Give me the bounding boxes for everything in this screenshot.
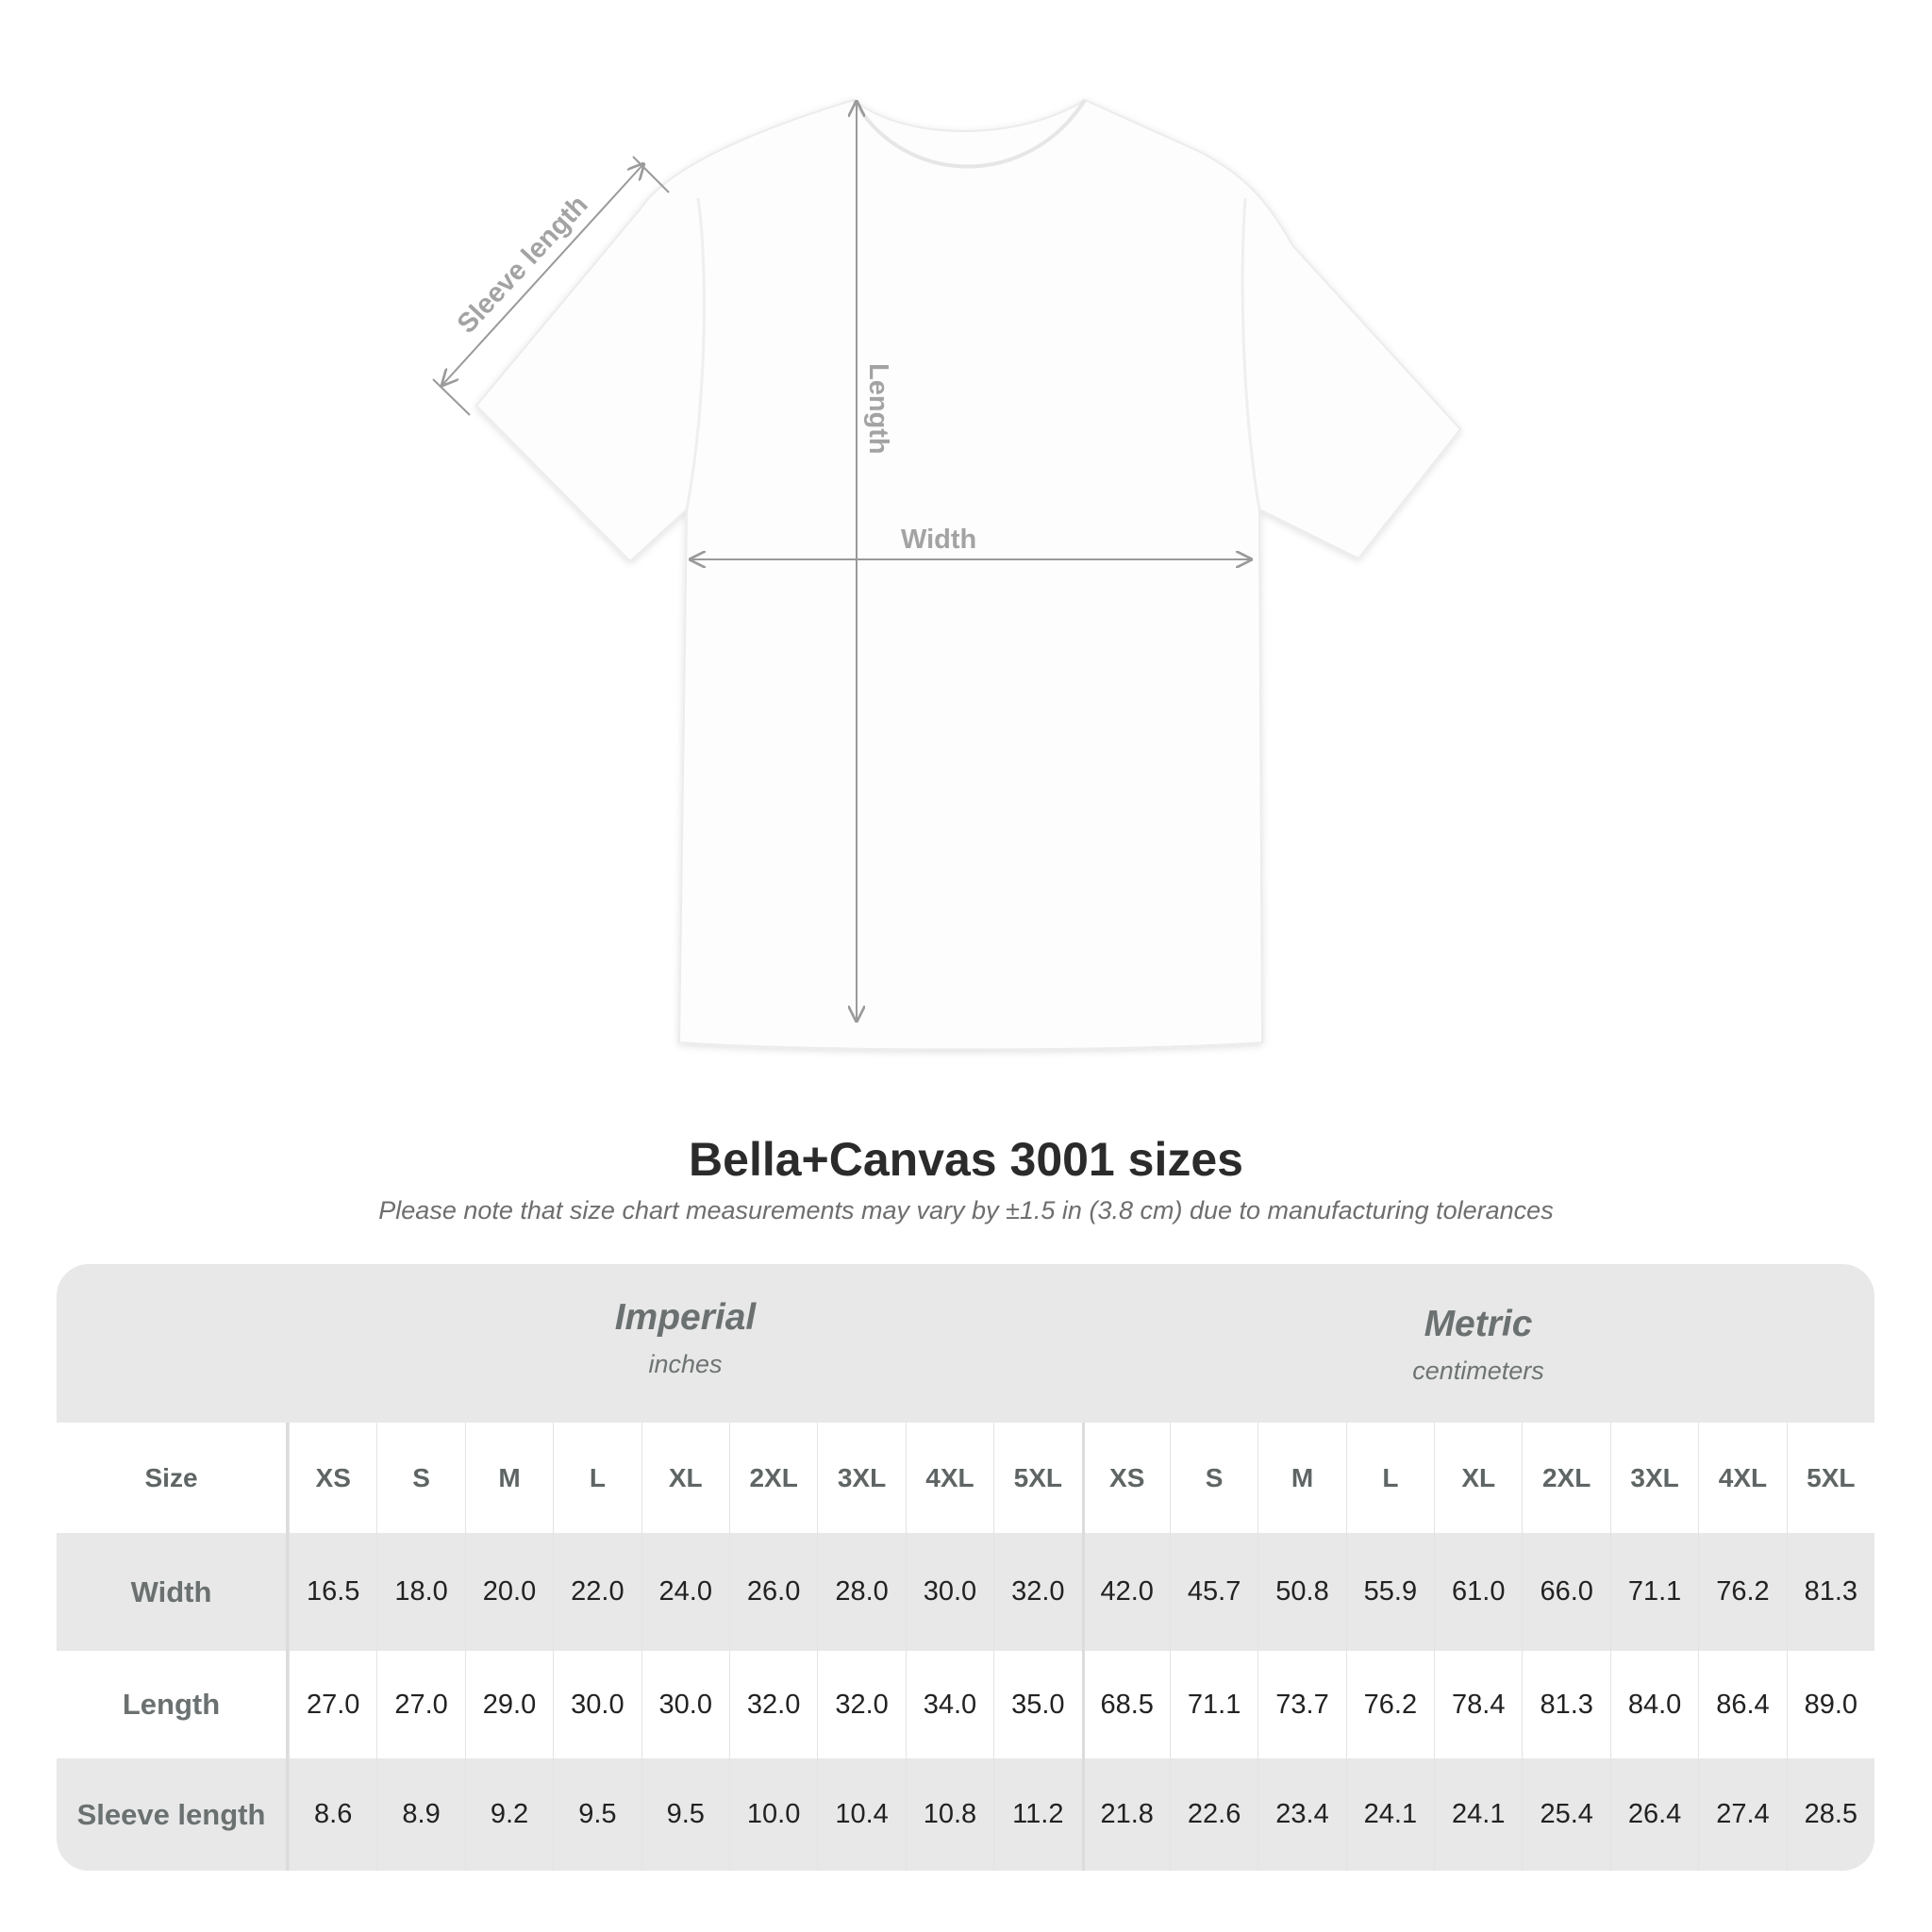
imperial-value-cell: 30.0 [905,1533,993,1651]
metric-value-cell: 55.9 [1345,1533,1434,1651]
metric-value-cell: 45.7 [1169,1533,1257,1651]
imperial-value-cell: 10.4 [817,1758,905,1871]
metric-value-cell: 73.7 [1257,1651,1345,1758]
metric-value-cell: 42.0 [1081,1533,1170,1651]
table-row: Sleeve length 8.6 8.9 9.2 9.5 9.5 10.0 10.4 10.8… [57,1758,1874,1871]
imperial-value-cell: 16.5 [289,1533,376,1651]
imperial-value-cell: 30.0 [553,1651,641,1758]
metric-value-cell: 27.4 [1698,1758,1786,1871]
imperial-size-header: M [464,1423,553,1533]
imperial-title: Imperial [614,1297,757,1338]
metric-size-header: L [1345,1423,1434,1533]
imperial-size-header: 2XL [728,1423,817,1533]
imperial-value-cell: 30.0 [641,1651,729,1758]
metric-value-cell: 24.1 [1434,1758,1522,1871]
imperial-value-cell: 32.0 [817,1651,905,1758]
metric-value-cell: 86.4 [1698,1651,1786,1758]
table-row: Width 16.5 18.0 20.0 22.0 24.0 26.0 28.0 30.0 32.… [57,1533,1874,1651]
imperial-value-cell: 8.6 [289,1758,376,1871]
width-label: Width [901,525,976,555]
imperial-value-cell: 27.0 [289,1651,376,1758]
metric-header: Metric centimeters [1082,1304,1874,1386]
imperial-value-cell: 20.0 [464,1533,553,1651]
subtitle-note: Please note that size chart measurements… [378,1196,1554,1224]
unit-header-band: Imperial inches Metric centimeters [57,1264,1874,1423]
imperial-value-cell: 29.0 [464,1651,553,1758]
imperial-value-cell: 8.9 [376,1758,464,1871]
imperial-value-cell: 10.0 [728,1758,817,1871]
metric-value-cell: 23.4 [1257,1758,1345,1871]
imperial-value-cell: 35.0 [993,1651,1081,1758]
metric-value-cell: 66.0 [1522,1533,1609,1651]
imperial-header: Imperial inches [289,1297,1082,1379]
imperial-value-cell: 9.2 [464,1758,553,1871]
metric-value-cell: 81.3 [1522,1651,1609,1758]
imperial-size-header: S [376,1423,464,1533]
tshirt-shape [475,98,1462,1051]
size-chart-table: Imperial inches Metric centimeters Size X… [57,1264,1874,1871]
metric-value-cell: 71.1 [1609,1533,1698,1651]
imperial-size-header: 4XL [905,1423,993,1533]
page-title: Bella+Canvas 3001 sizes [689,1133,1243,1186]
imperial-value-cell: 9.5 [553,1758,641,1871]
metric-value-cell: 61.0 [1434,1533,1522,1651]
imperial-size-header: 3XL [817,1423,905,1533]
metric-value-cell: 76.2 [1345,1651,1434,1758]
metric-unit: centimeters [1412,1357,1544,1385]
imperial-value-cell: 9.5 [641,1758,729,1871]
row-label: Sleeve length [57,1758,289,1871]
metric-size-header: 5XL [1786,1423,1874,1533]
imperial-value-cell: 32.0 [993,1533,1081,1651]
metric-value-cell: 28.5 [1786,1758,1874,1871]
imperial-size-header: 5XL [993,1423,1081,1533]
tshirt-diagram: Sleeve length Length Width [432,98,1462,1051]
imperial-value-cell: 27.0 [376,1651,464,1758]
metric-size-header: 3XL [1609,1423,1698,1533]
sleeve-measure-line [442,164,643,385]
imperial-value-cell: 18.0 [376,1533,464,1651]
metric-size-header: XS [1081,1423,1170,1533]
metric-size-header: XL [1434,1423,1522,1533]
metric-size-header: 4XL [1698,1423,1786,1533]
row-label: Length [57,1651,289,1758]
length-label: Length [863,363,893,455]
metric-value-cell: 25.4 [1522,1758,1609,1871]
row-label: Width [57,1533,289,1651]
imperial-value-cell: 24.0 [641,1533,729,1651]
imperial-size-header: L [553,1423,641,1533]
imperial-value-cell: 32.0 [728,1651,817,1758]
metric-value-cell: 89.0 [1786,1651,1874,1758]
metric-value-cell: 81.3 [1786,1533,1874,1651]
metric-value-cell: 68.5 [1081,1651,1170,1758]
imperial-value-cell: 34.0 [905,1651,993,1758]
imperial-value-cell: 28.0 [817,1533,905,1651]
imperial-value-cell: 11.2 [993,1758,1081,1871]
metric-size-header: M [1257,1423,1345,1533]
table-row: Length 27.0 27.0 29.0 30.0 30.0 32.0 32.0 34.0 35… [57,1651,1874,1758]
metric-size-header: S [1169,1423,1257,1533]
imperial-value-cell: 26.0 [728,1533,817,1651]
metric-value-cell: 78.4 [1434,1651,1522,1758]
metric-size-header: 2XL [1522,1423,1609,1533]
imperial-value-cell: 10.8 [905,1758,993,1871]
metric-value-cell: 76.2 [1698,1533,1786,1651]
size-header-row: Size XS S M L XL 2XL 3XL 4XL 5XL XS S M L XL 2XL 3XL 4XL 5… [57,1423,1874,1533]
imperial-value-cell: 22.0 [553,1533,641,1651]
metric-title: Metric [1424,1304,1533,1344]
metric-value-cell: 26.4 [1609,1758,1698,1871]
metric-value-cell: 21.8 [1081,1758,1170,1871]
imperial-unit: inches [648,1350,723,1378]
metric-value-cell: 84.0 [1609,1651,1698,1758]
metric-value-cell: 50.8 [1257,1533,1345,1651]
metric-value-cell: 71.1 [1169,1651,1257,1758]
size-label: Size [57,1423,289,1533]
imperial-size-header: XL [641,1423,729,1533]
imperial-size-header: XS [289,1423,376,1533]
metric-value-cell: 22.6 [1169,1758,1257,1871]
metric-value-cell: 24.1 [1345,1758,1434,1871]
